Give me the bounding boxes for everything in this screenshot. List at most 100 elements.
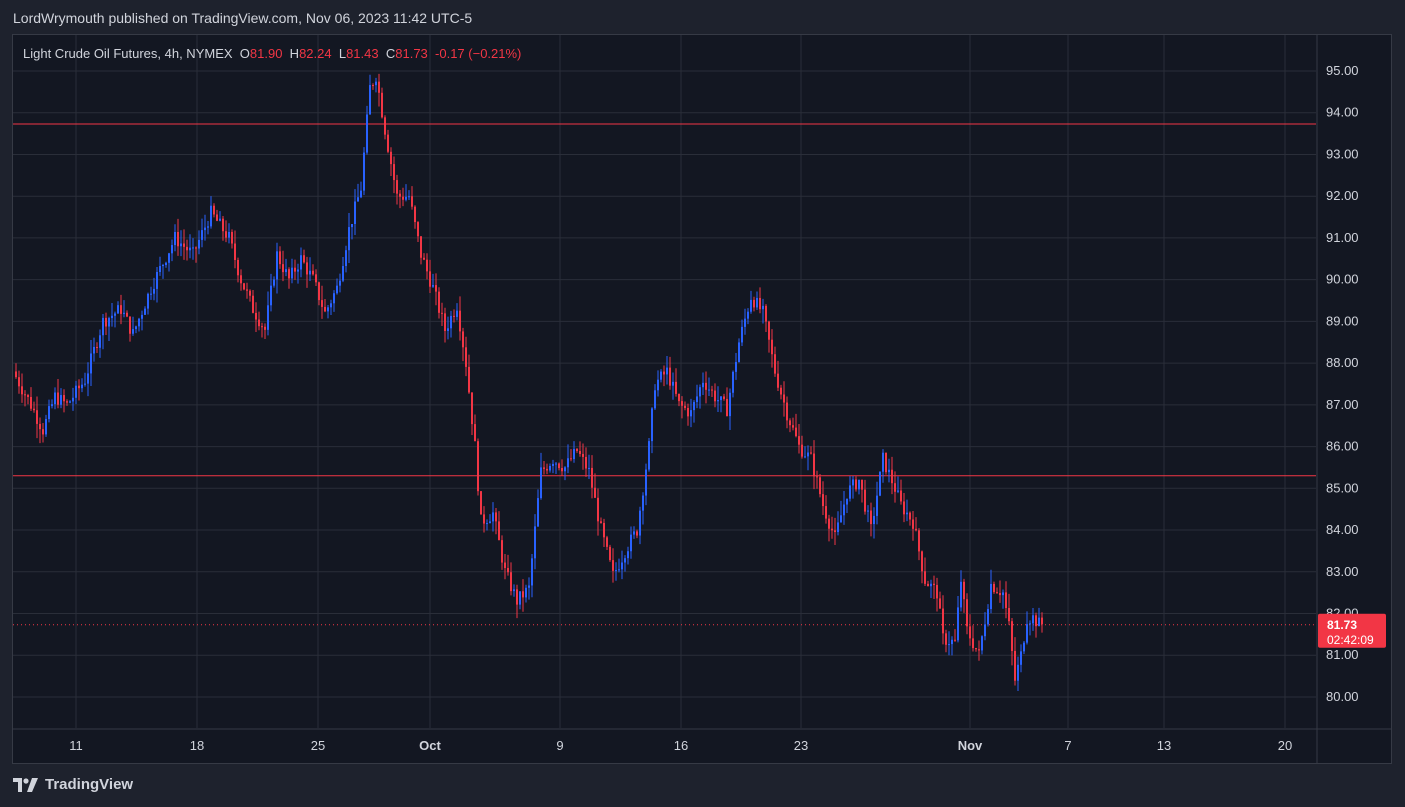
candle-body [993,583,995,593]
candle-body [72,397,74,402]
candle-body [888,469,890,473]
candle-body [501,540,503,563]
candle-body [174,231,176,246]
candle-body [330,303,332,308]
candle-body [921,551,923,572]
low-value: 81.43 [346,46,379,61]
candle-body [594,487,596,498]
candle-body [513,589,515,592]
candle-body [984,624,986,637]
candle-body [84,383,86,385]
price-tick-label: 86.00 [1326,439,1359,454]
candle-body [63,395,65,402]
candle-body [528,585,530,588]
candle-body [504,562,506,568]
candle-body [180,243,182,247]
candle-body [906,512,908,515]
candle-body [687,407,689,417]
candle-body [129,316,131,334]
candle-body [414,206,416,223]
candle-body [561,467,563,472]
candle-body [324,306,326,312]
time-tick-label: 13 [1157,738,1171,753]
candle-body [864,489,866,512]
candle-body [321,300,323,307]
price-tick-label: 80.00 [1326,689,1359,704]
candle-body [171,245,173,254]
candle-body [759,297,761,310]
candle-body [471,392,473,425]
candle-body [540,467,542,499]
candle-body [1023,642,1025,652]
candle-body [396,180,398,194]
candle-body [159,266,161,272]
candle-body [465,347,467,367]
candle-body [384,117,386,135]
candle-body [144,308,146,315]
time-axis: 11 18 25 Oct 9 16 23 Nov 7 13 20 [69,738,1292,753]
candle-body [639,510,641,536]
candle-body [312,270,314,275]
candle-body [39,423,41,430]
candle-body [315,274,317,283]
candle-body [552,463,554,466]
candle-body [747,311,749,319]
candle-body [237,259,239,276]
candle-body [867,510,869,512]
candle-body [75,385,77,398]
candle-body [861,479,863,490]
candle-body [411,196,413,207]
candle-body [117,305,119,314]
candle-body [807,452,809,457]
candle-body [543,467,545,469]
candle-body [426,259,428,272]
candle-body [108,318,110,327]
candle-body [669,367,671,386]
candle-body [258,319,260,327]
candle-body [525,587,527,598]
candle-body [402,196,404,200]
candle-body [789,420,791,426]
price-tick-label: 90.00 [1326,272,1359,287]
candle-body [969,626,971,639]
candle-body [165,262,167,266]
candle-body [579,450,581,454]
candle-body [297,269,299,272]
candle-body [21,386,23,395]
candle-body [699,387,701,397]
candle-body [453,315,455,317]
candle-body [492,512,494,522]
chart-area[interactable] [12,34,1392,764]
candle-body [66,401,68,403]
candle-body [147,293,149,309]
candle-body [624,558,626,563]
candle-body [723,396,725,399]
candle-body [618,569,620,571]
candle-body [837,522,839,533]
candle-body [45,419,47,435]
candle-body [267,305,269,330]
candle-body [987,609,989,625]
candle-body [138,318,140,327]
last-price-value: 81.73 [1327,618,1357,632]
candle-body [213,205,215,215]
candle-body [1032,615,1034,624]
price-tick-label: 93.00 [1326,146,1359,161]
symbol-legend: Light Crude Oil Futures, 4h, NYMEX O81.9… [23,46,521,61]
candle-body [279,251,281,265]
candle-body [357,197,359,202]
candle-body [726,398,728,417]
candle-body [927,583,929,587]
candle-body [576,448,578,451]
candles [15,73,1043,691]
candle-body [240,275,242,284]
candle-body [591,467,593,488]
price-tick-label: 88.00 [1326,355,1359,370]
candle-body [78,385,80,389]
candle-body [150,293,152,295]
candle-body [630,534,632,552]
candle-body [192,247,194,249]
low-label: L [338,46,347,61]
candle-body [183,243,185,247]
